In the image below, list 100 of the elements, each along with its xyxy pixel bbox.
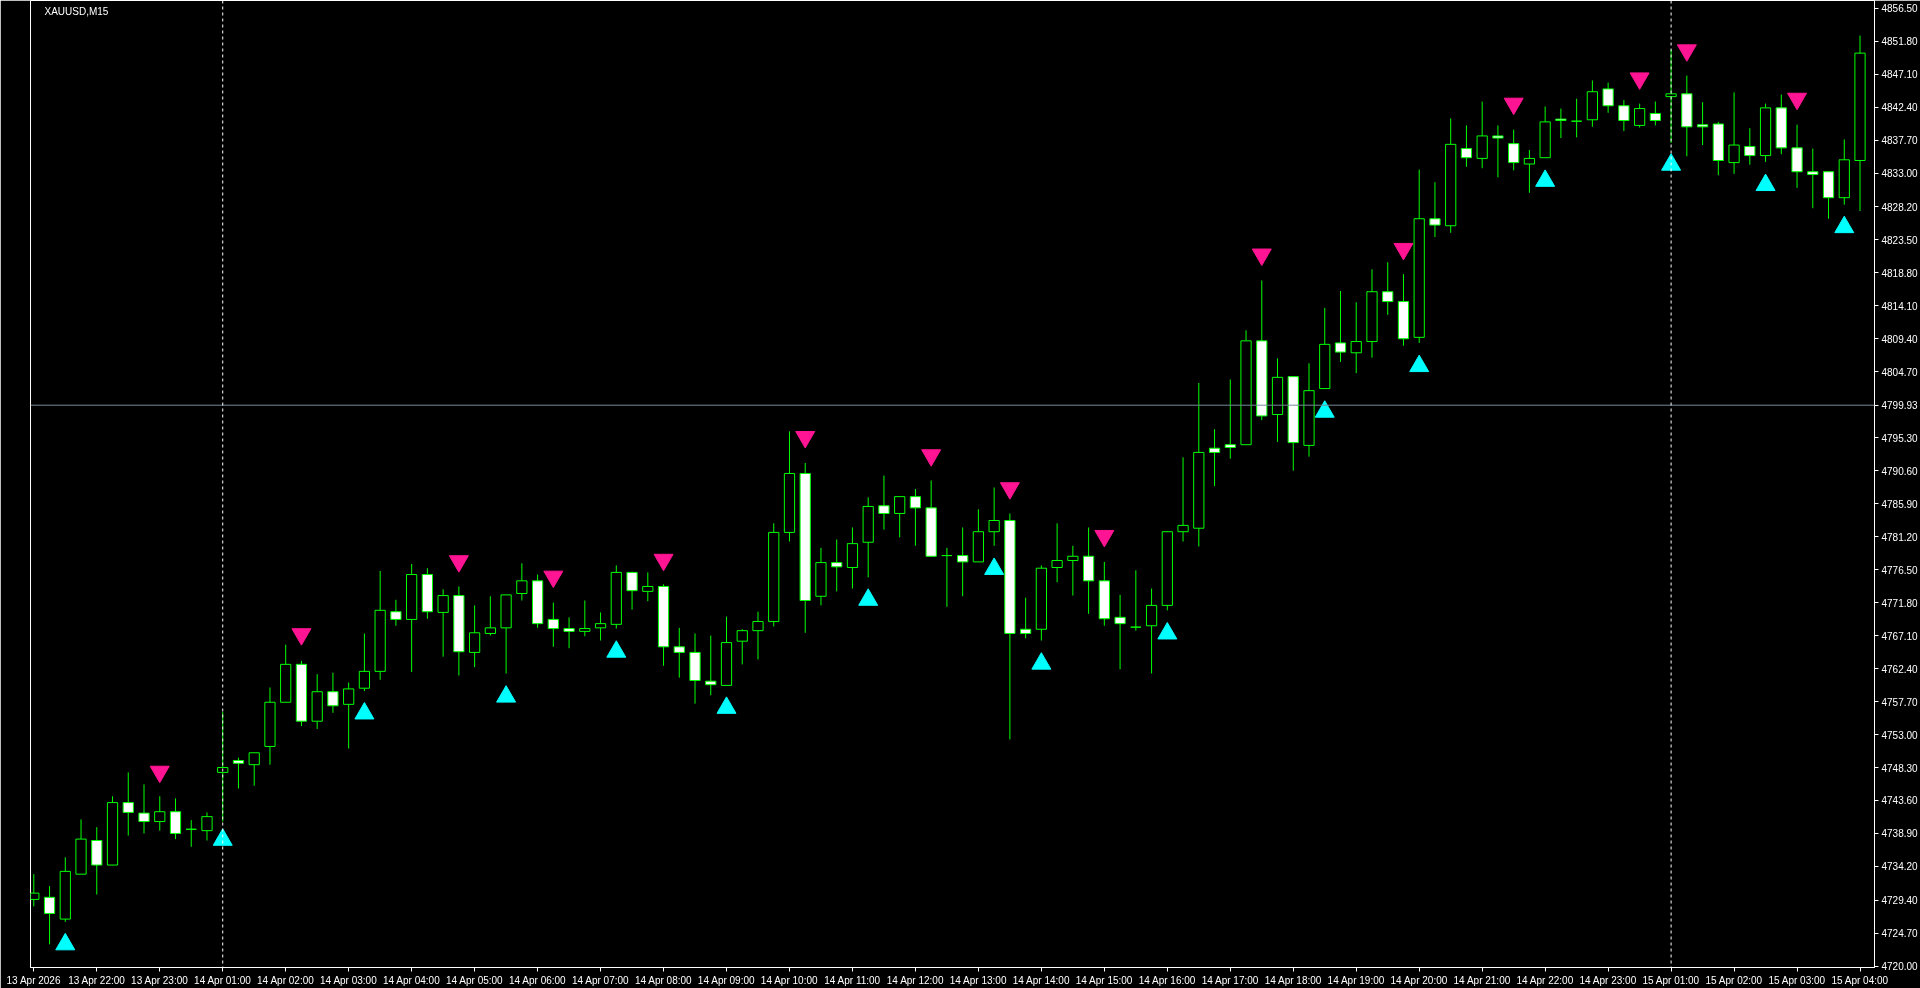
y-tick-label: 4776.50	[1881, 564, 1919, 576]
candlestick	[1696, 101, 1709, 146]
candlestick	[1649, 101, 1661, 126]
candlestick	[626, 571, 638, 611]
candlestick	[941, 547, 953, 608]
candlestick	[1067, 545, 1079, 597]
y-tick-label: 4757.70	[1881, 696, 1919, 708]
candlestick	[484, 595, 496, 637]
x-tick-label: 13 Apr 22:00	[68, 974, 126, 986]
x-tick-label: 14 Apr 06:00	[508, 974, 567, 986]
y-tick-label: 4804.70	[1881, 366, 1919, 378]
candlestick	[894, 496, 906, 538]
candlestick	[169, 797, 182, 840]
candlestick	[1051, 522, 1063, 583]
y-tick-label: 4734.20	[1881, 861, 1919, 873]
candlestick	[1523, 149, 1536, 194]
candlestick	[1020, 597, 1032, 639]
y-tick-label: 4856.50	[1881, 3, 1919, 15]
y-tick-label: 4724.70	[1881, 928, 1919, 940]
x-tick-label: 14 Apr 14:00	[1012, 974, 1070, 986]
candlestick	[1145, 588, 1158, 674]
x-tick-label: 14 Apr 11:00	[824, 974, 881, 986]
candlestick	[1208, 428, 1221, 487]
candlestick	[1602, 82, 1614, 114]
y-tick-label: 4833.00	[1881, 168, 1919, 180]
candlestick	[909, 488, 922, 547]
candlestick	[878, 475, 890, 531]
candlestick	[390, 599, 402, 627]
y-tick-label: 4795.30	[1881, 432, 1919, 444]
y-tick-label: 4753.00	[1881, 729, 1919, 741]
y-tick-label: 4720.00	[1881, 961, 1919, 973]
y-tick-label: 4842.40	[1881, 102, 1919, 114]
candlestick	[1807, 148, 1819, 209]
candlestick	[43, 885, 56, 945]
candlestick	[1382, 261, 1394, 316]
y-tick-label: 4748.30	[1881, 762, 1919, 774]
candlestick	[217, 711, 229, 823]
candlestick	[248, 752, 260, 787]
y-tick-label: 4837.70	[1881, 135, 1919, 147]
candlestick	[705, 635, 717, 696]
x-tick-label: 14 Apr 05:00	[445, 974, 504, 986]
candlestick	[201, 811, 213, 841]
candlestick	[1177, 456, 1189, 543]
candlestick	[831, 538, 843, 592]
x-tick-label: 14 Apr 03:00	[320, 974, 378, 986]
candlestick	[358, 632, 371, 692]
x-tick-label: 14 Apr 15:00	[1075, 974, 1133, 986]
y-tick-label: 4771.80	[1881, 597, 1919, 609]
y-tick-label: 4809.40	[1881, 333, 1919, 345]
candlestick	[673, 627, 685, 679]
candlestick	[1618, 99, 1630, 132]
y-tick-label: 4828.20	[1881, 201, 1919, 213]
candlestick	[594, 611, 607, 641]
x-tick-label: 14 Apr 16:00	[1138, 974, 1196, 986]
candlestick	[232, 757, 245, 790]
x-tick-label: 14 Apr 09:00	[697, 974, 756, 986]
candlestick	[185, 819, 197, 848]
x-tick-label: 14 Apr 22:00	[1516, 974, 1574, 986]
text: XAUUSD,M15	[44, 5, 109, 17]
candlestick	[154, 795, 166, 832]
candlestick	[516, 562, 528, 601]
y-tick-label: 4847.10	[1881, 69, 1919, 81]
candlestick	[437, 588, 449, 658]
x-tick-label: 14 Apr 01:00	[194, 974, 252, 986]
x-tick-label: 14 Apr 17:00	[1201, 974, 1259, 986]
candlestick	[988, 487, 1000, 547]
y-tick-label: 4823.50	[1881, 234, 1919, 246]
candlestick	[1791, 124, 1803, 189]
x-tick-label: 14 Apr 18:00	[1264, 974, 1322, 986]
x-tick-label: 14 Apr 20:00	[1390, 974, 1448, 986]
candlestick	[1130, 569, 1142, 632]
x-tick-label: 14 Apr 07:00	[571, 974, 630, 986]
candlestick	[736, 628, 748, 665]
y-tick-label: 4781.20	[1881, 531, 1919, 543]
x-tick-label: 15 Apr 01:00	[1642, 974, 1700, 986]
candlestick	[752, 611, 764, 660]
y-tick-label: 4851.80	[1881, 36, 1919, 48]
candlestick	[1665, 49, 1677, 144]
y-tick-label: 4790.60	[1881, 465, 1919, 477]
y-tick-label: 4814.10	[1881, 300, 1919, 312]
y-tick-label: 4743.60	[1881, 795, 1919, 807]
x-tick-label: 14 Apr 10:00	[760, 974, 818, 986]
candlestick	[1508, 129, 1520, 171]
candlestick	[1492, 124, 1504, 178]
candlestick	[642, 571, 654, 602]
ref-line-label: 4799.93	[1881, 400, 1919, 412]
x-tick-label: 14 Apr 21:00	[1453, 974, 1511, 986]
candlestick	[1728, 91, 1740, 175]
candlestick	[1334, 290, 1347, 363]
candlestick	[469, 604, 481, 668]
candlestick	[846, 527, 859, 590]
candlestick	[1571, 98, 1583, 138]
candlestick	[1460, 124, 1473, 168]
x-tick-label: 14 Apr 08:00	[634, 974, 693, 986]
candlestick	[1350, 301, 1362, 374]
x-tick-label: 14 Apr 23:00	[1579, 974, 1637, 986]
candlestick	[563, 616, 575, 649]
candlestick	[1114, 594, 1126, 670]
candlestick	[1555, 108, 1567, 139]
x-tick-label: 13 Apr 2026	[6, 974, 61, 986]
